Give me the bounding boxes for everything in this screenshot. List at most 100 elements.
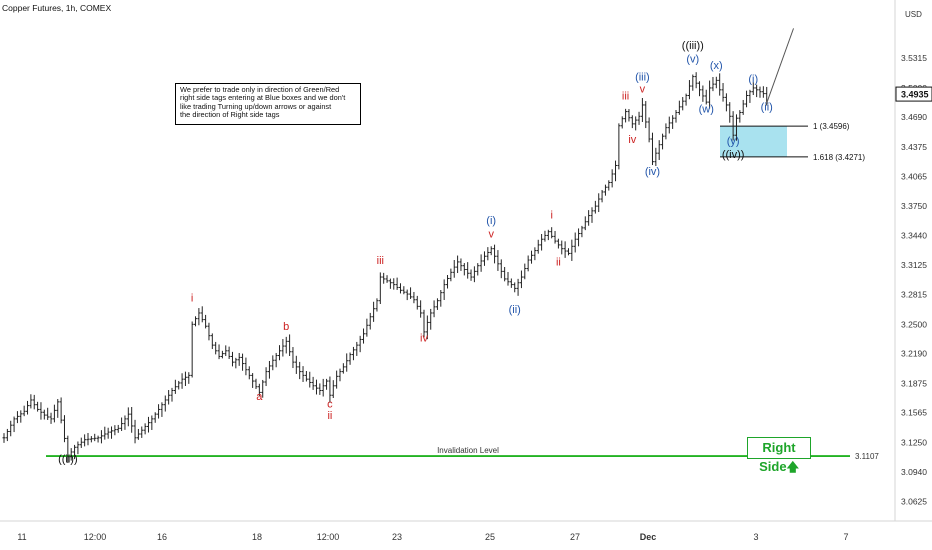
price-bar <box>758 86 762 98</box>
price-bar <box>751 82 755 96</box>
price-bar <box>509 278 513 288</box>
price-bar <box>5 428 9 442</box>
price-bar <box>708 80 712 109</box>
price-bar <box>745 90 749 108</box>
price-bar <box>425 315 429 340</box>
wave-label: b <box>283 321 289 333</box>
price-bar <box>486 247 490 261</box>
price-bar <box>741 99 745 115</box>
price-bar <box>126 407 130 427</box>
price-bar <box>412 291 416 304</box>
price-bar <box>103 426 107 440</box>
price-bar <box>123 415 127 430</box>
blue-entry-box <box>720 126 787 157</box>
price-bar <box>291 347 295 369</box>
price-bar <box>187 372 191 384</box>
price-bar <box>2 433 6 443</box>
price-bar <box>530 250 534 264</box>
price-bar <box>630 115 634 129</box>
price-bar <box>69 448 73 461</box>
price-bar <box>200 306 204 323</box>
price-bar <box>143 423 147 435</box>
price-bar <box>419 300 423 318</box>
price-bar <box>435 298 439 310</box>
price-bar <box>170 387 174 402</box>
price-bar <box>173 379 177 394</box>
price-bar <box>358 335 362 353</box>
price-bar <box>546 229 550 241</box>
price-bar <box>634 116 638 131</box>
wave-label: ii <box>556 257 561 269</box>
price-bar <box>157 404 161 419</box>
price-bar <box>318 383 322 395</box>
price-bar <box>714 76 718 89</box>
price-bar <box>338 368 342 382</box>
price-bar <box>573 232 577 253</box>
y-tick-label: 3.0625 <box>901 497 927 507</box>
wave-label: ((iv)) <box>722 149 745 161</box>
price-bar <box>429 308 433 330</box>
price-bar <box>432 300 436 318</box>
y-tick-label: 3.3125 <box>901 260 927 270</box>
price-bar <box>382 272 386 284</box>
fib-level-label: 1.618 (3.4271) <box>813 153 865 162</box>
price-bar <box>167 390 171 405</box>
price-bar <box>640 98 644 123</box>
price-bar <box>368 312 372 330</box>
price-bar <box>560 240 564 255</box>
price-bar <box>654 147 658 167</box>
y-tick-label: 3.3750 <box>901 201 927 211</box>
price-bar <box>52 404 56 423</box>
price-bar <box>459 258 463 271</box>
price-bar <box>224 345 228 357</box>
price-bar <box>627 109 631 122</box>
price-bar <box>146 416 150 433</box>
price-bar <box>314 379 318 395</box>
projection-arrow <box>766 28 794 104</box>
price-bar <box>29 394 33 409</box>
price-bar <box>563 241 567 258</box>
price-bar <box>251 373 255 388</box>
x-tick-label: 16 <box>157 532 167 542</box>
price-bar <box>328 376 332 403</box>
price-bar <box>701 85 705 102</box>
price-bar <box>160 402 164 417</box>
price-bar <box>711 76 715 92</box>
price-bar <box>402 286 406 295</box>
up-arrow-icon: 🡅 <box>786 460 799 474</box>
y-tick-label: 3.5315 <box>901 53 927 63</box>
wave-label: iii <box>622 90 629 102</box>
price-bar <box>620 116 624 129</box>
price-bar <box>667 116 671 134</box>
price-bar <box>217 344 221 360</box>
price-bar <box>288 334 292 356</box>
price-bar <box>755 84 759 98</box>
price-bar <box>39 402 43 420</box>
x-tick-label: 25 <box>485 532 495 542</box>
price-bar <box>671 115 675 129</box>
price-bar <box>267 360 271 379</box>
price-bar <box>395 277 399 290</box>
price-bar <box>597 193 601 213</box>
price-bar <box>66 435 70 463</box>
price-bar <box>603 184 607 196</box>
y-tick-label: 3.1250 <box>901 438 927 448</box>
price-bar <box>385 275 389 283</box>
last-price-tag <box>895 86 932 102</box>
price-bar <box>220 350 224 359</box>
y-tick-label: 3.2815 <box>901 290 927 300</box>
price-bar <box>15 411 19 424</box>
price-bar <box>271 355 275 371</box>
price-bar <box>593 200 597 214</box>
price-bar <box>550 227 554 239</box>
price-bar <box>227 346 231 359</box>
price-bar <box>536 239 540 254</box>
wave-label: c <box>327 399 333 411</box>
price-bar <box>446 275 450 289</box>
price-bar <box>439 289 443 307</box>
price-bar <box>321 378 325 397</box>
price-bar <box>120 417 124 431</box>
price-bar <box>610 169 614 188</box>
price-bar <box>664 123 668 140</box>
